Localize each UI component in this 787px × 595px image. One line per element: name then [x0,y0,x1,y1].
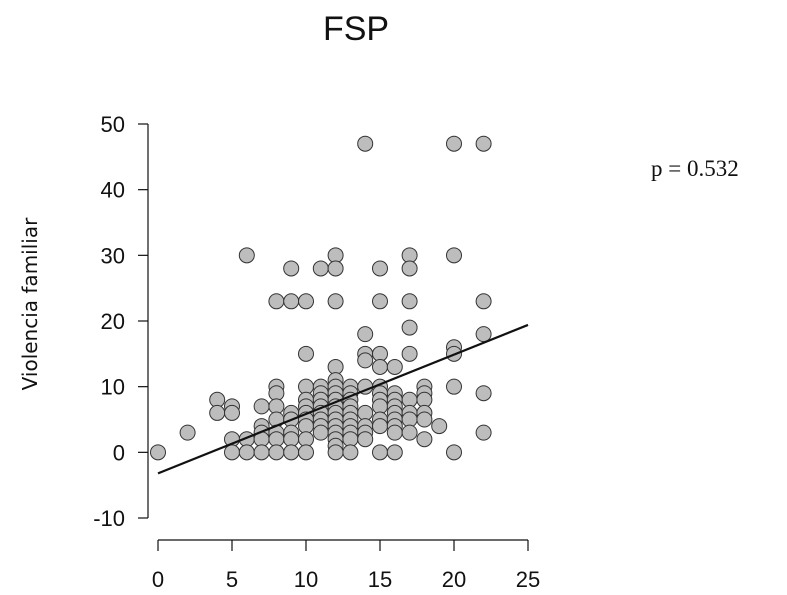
data-point [298,444,314,461]
data-point [342,444,359,461]
data-point [238,247,255,264]
data-point [327,444,344,461]
data-point [401,293,418,310]
data-point [401,260,418,277]
data-point [475,385,492,402]
data-point [372,444,388,461]
data-point [179,424,196,441]
data-point [268,444,285,461]
data-point [475,293,492,310]
data-point [283,293,300,310]
data-point [401,345,418,362]
data-point [416,431,433,448]
data-point [298,293,314,310]
y-tick-label: 20 [101,309,125,334]
data-point [372,358,388,375]
chart-title: FSP [322,10,390,48]
data-point [372,293,388,310]
data-point [327,293,344,310]
regression-line [157,323,529,475]
y-tick-label: 50 [101,112,125,137]
x-tick-label: 15 [368,567,392,592]
data-point [150,444,166,461]
data-point [357,326,374,343]
data-point [475,424,492,441]
x-tick-label: 0 [152,567,164,592]
data-point [446,444,462,461]
regression-line-layer [157,323,529,475]
data-point [283,260,300,277]
data-point [401,424,418,441]
data-point [372,418,388,435]
p-value-annotation: p = 0.532 [651,156,739,181]
data-point [253,444,270,461]
data-point [224,404,240,421]
data-point [401,319,418,336]
data-point [446,378,462,395]
y-tick-label: -10 [93,506,125,531]
data-point [416,411,433,428]
data-point [357,431,374,448]
data-point [386,358,403,375]
data-point [431,418,448,435]
y-tick-label: 40 [101,178,125,203]
data-point [298,345,314,362]
data-point [386,444,403,461]
data-point [209,404,226,421]
x-tick-label: 20 [442,567,466,592]
y-tick-label: 0 [113,440,125,465]
y-tick-label: 10 [101,375,125,400]
axes: -10 0 10 20 30 40 50 0 5 10 15 20 25 [93,112,540,592]
data-point [283,444,300,461]
y-tick-label: 30 [101,243,125,268]
data-point [327,260,344,277]
data-points [150,135,492,461]
x-tick-label: 10 [294,567,318,592]
data-point [357,135,374,152]
data-point [357,352,374,369]
data-point [475,326,492,343]
data-point [475,135,492,152]
x-tick-label: 5 [226,567,238,592]
data-point [224,444,240,461]
data-point [446,247,462,264]
x-tick-label: 25 [516,567,540,592]
data-point [312,260,329,277]
data-point [253,398,270,415]
data-point [372,260,388,277]
data-point [268,293,285,310]
data-point [386,424,403,441]
data-point [446,135,462,152]
data-point [238,444,255,461]
data-point [312,424,329,441]
